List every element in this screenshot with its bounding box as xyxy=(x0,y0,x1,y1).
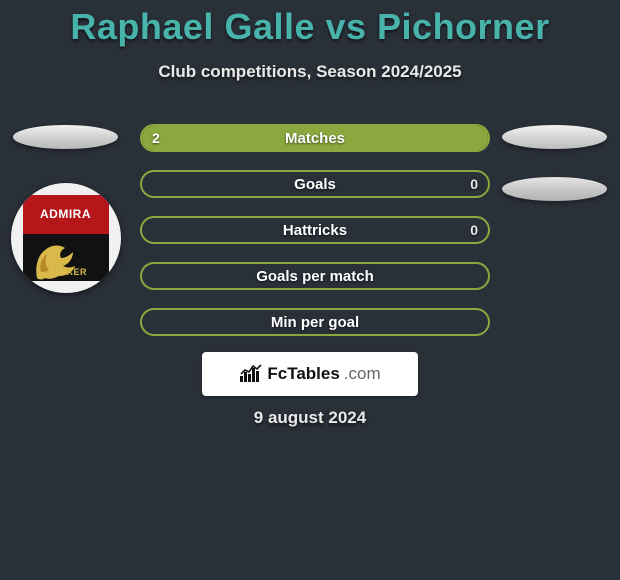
player-right-name-ellipse xyxy=(502,125,607,149)
club-badge-top-text: ADMIRA xyxy=(40,207,91,221)
stat-label: Hattricks xyxy=(142,218,488,242)
page-subtitle: Club competitions, Season 2024/2025 xyxy=(0,62,620,82)
bars-icon xyxy=(239,364,263,384)
stat-label: Goals per match xyxy=(142,264,488,288)
stat-row-goals-per-match: Goals per match xyxy=(140,262,490,290)
stat-label: Matches xyxy=(142,126,488,150)
stats-container: 2 Matches Goals 0 Hattricks 0 Goals per … xyxy=(140,124,490,354)
club-badge-bottom: WACKER xyxy=(23,234,109,281)
page-title: Raphael Galle vs Pichorner xyxy=(0,0,620,48)
stat-row-matches: 2 Matches xyxy=(140,124,490,152)
player-left-club-badge: ADMIRA WACKER xyxy=(11,183,121,293)
brand-name: FcTables xyxy=(267,364,339,384)
stat-right-value: 0 xyxy=(470,172,478,196)
player-left-name-ellipse xyxy=(13,125,118,149)
brand-suffix: .com xyxy=(344,364,381,384)
stat-label: Min per goal xyxy=(142,310,488,334)
brand-box[interactable]: FcTables.com xyxy=(202,352,418,396)
stat-row-hattricks: Hattricks 0 xyxy=(140,216,490,244)
stat-right-value: 0 xyxy=(470,218,478,242)
left-player-column: ADMIRA WACKER xyxy=(8,125,123,293)
stat-row-min-per-goal: Min per goal xyxy=(140,308,490,336)
club-badge-top: ADMIRA xyxy=(23,195,109,234)
stat-row-goals: Goals 0 xyxy=(140,170,490,198)
right-player-column xyxy=(497,125,612,201)
stat-label: Goals xyxy=(142,172,488,196)
player-right-club-ellipse xyxy=(502,177,607,201)
griffin-icon xyxy=(31,238,79,281)
club-badge-inner: ADMIRA WACKER xyxy=(23,195,109,281)
date-text: 9 august 2024 xyxy=(0,408,620,428)
